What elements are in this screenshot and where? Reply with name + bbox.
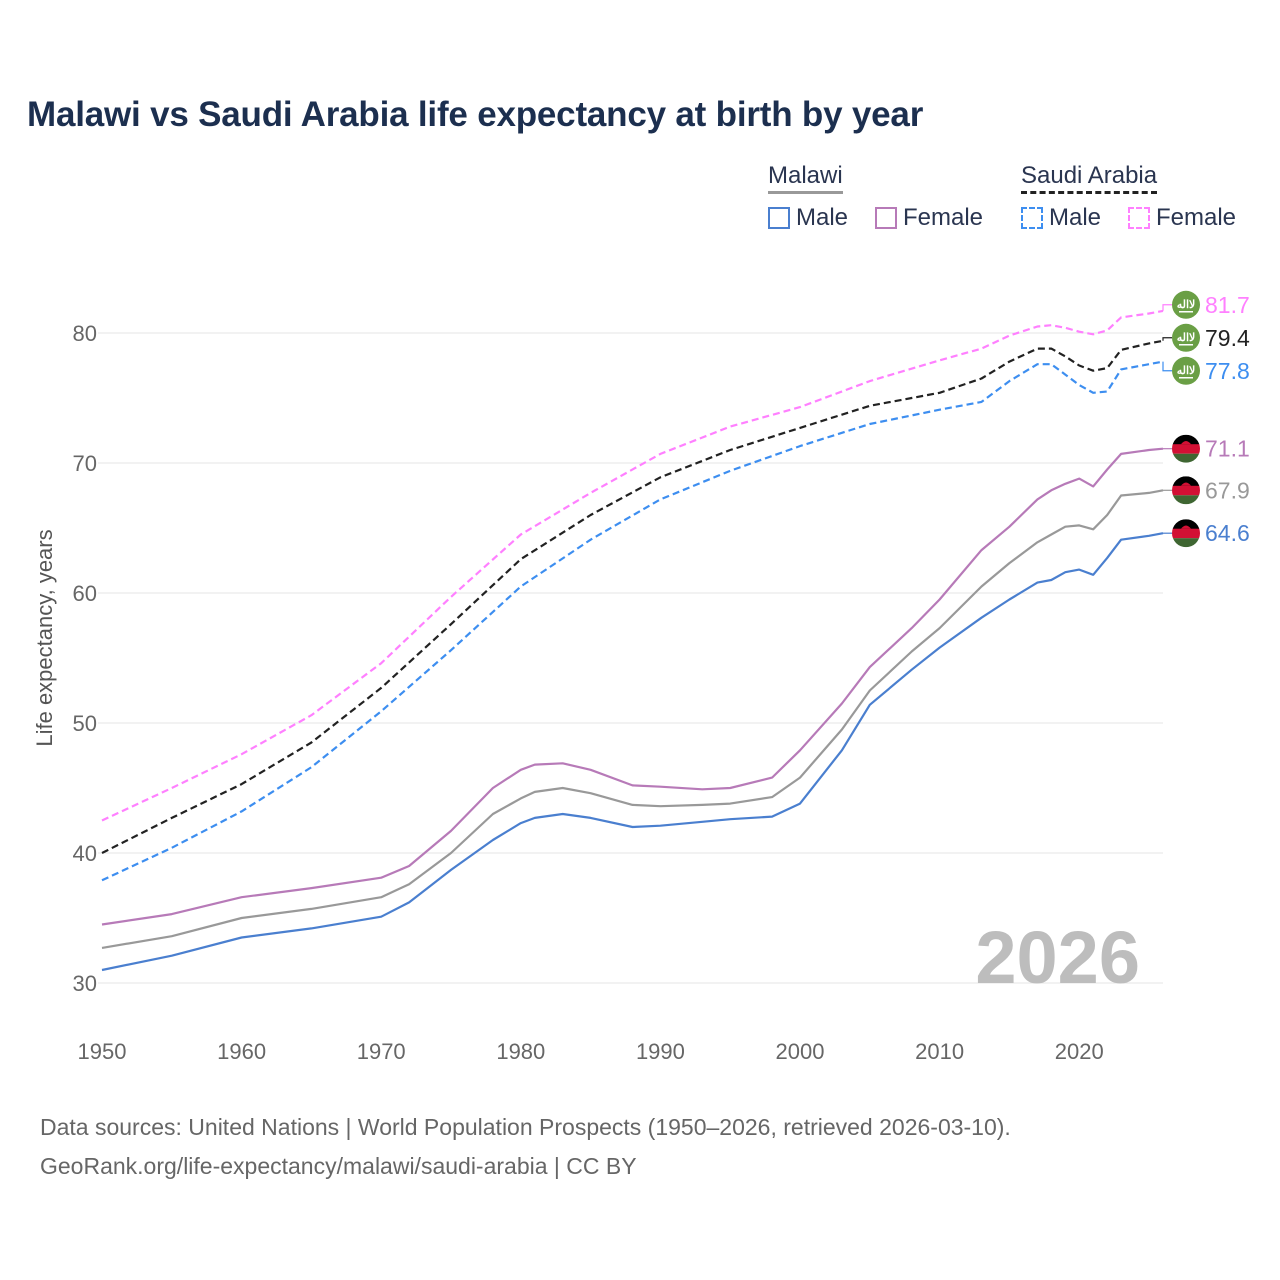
series-line-saudi-arabia [101, 339, 1164, 854]
flag-emblem-icon: ﻻﺍﻟﻪ [1177, 365, 1196, 377]
legend-malawi-male[interactable]: Male [768, 204, 848, 232]
x-tick-label: 2000 [776, 1039, 825, 1064]
x-tick-label: 1950 [78, 1039, 127, 1064]
source-note: Data sources: United Nations | World Pop… [40, 1108, 1011, 1186]
legend-group-saudi-arabia: Saudi Arabia [1021, 162, 1158, 194]
y-tick-label: 70 [73, 451, 97, 476]
legend-label: Male [1049, 204, 1102, 231]
year-watermark: 2026 [975, 916, 1140, 999]
legend-group-malawi: Malawi [768, 162, 843, 194]
y-tick-label: 50 [73, 711, 97, 736]
y-tick-label: 40 [73, 841, 97, 866]
legend-swatch [768, 207, 790, 229]
end-value-label: 77.8 [1205, 358, 1250, 384]
legend-saudi-female[interactable]: Female [1128, 204, 1236, 232]
x-tick-label: 2020 [1055, 1039, 1104, 1064]
series-line-saudi-arabia-male [101, 360, 1164, 882]
x-tick-label: 1960 [217, 1039, 266, 1064]
chart-title: Malawi vs Saudi Arabia life expectancy a… [27, 95, 924, 134]
x-tick-label: 1990 [636, 1039, 685, 1064]
legend-malawi-female[interactable]: Female [875, 204, 983, 232]
legend-label: Female [1156, 204, 1237, 231]
end-value-label: 79.4 [1205, 325, 1250, 351]
end-value-label: 71.1 [1205, 436, 1250, 462]
malawi-flag-icon [1172, 434, 1200, 463]
source-line-2[interactable]: GeoRank.org/life-expectancy/malawi/saudi… [40, 1153, 637, 1179]
malawi-flag-icon [1172, 476, 1200, 505]
y-tick-label: 80 [73, 321, 97, 346]
label-leader-line [1162, 304, 1172, 311]
series-line-malawi [101, 489, 1164, 949]
y-tick-label: 30 [73, 971, 97, 996]
series-line-saudi-arabia-female [101, 309, 1164, 822]
series-line-malawi-male [101, 532, 1164, 972]
source-line-1: Data sources: United Nations | World Pop… [40, 1114, 1011, 1140]
label-leader-line [1162, 337, 1172, 341]
end-value-label: 81.7 [1205, 292, 1250, 318]
end-value-label: 67.9 [1205, 477, 1250, 503]
series-line-malawi-female [101, 447, 1164, 926]
malawi-flag-icon [1172, 519, 1200, 548]
flag-emblem-icon: ﻻﺍﻟﻪ [1177, 332, 1196, 344]
legend-label: Male [796, 204, 849, 231]
x-tick-label: 2010 [915, 1039, 964, 1064]
label-leader-line [1162, 361, 1172, 372]
end-value-label: 64.6 [1205, 520, 1250, 546]
legend-swatch [1128, 207, 1150, 229]
y-tick-label: 60 [73, 581, 97, 606]
legend-swatch [875, 207, 897, 229]
x-tick-label: 1980 [496, 1039, 545, 1064]
legend-label: Female [903, 204, 984, 231]
legend-swatch [1021, 207, 1043, 229]
flag-emblem-icon: ﻻﺍﻟﻪ [1177, 299, 1196, 311]
x-tick-label: 1970 [357, 1039, 406, 1064]
legend-saudi-male[interactable]: Male [1021, 204, 1101, 232]
